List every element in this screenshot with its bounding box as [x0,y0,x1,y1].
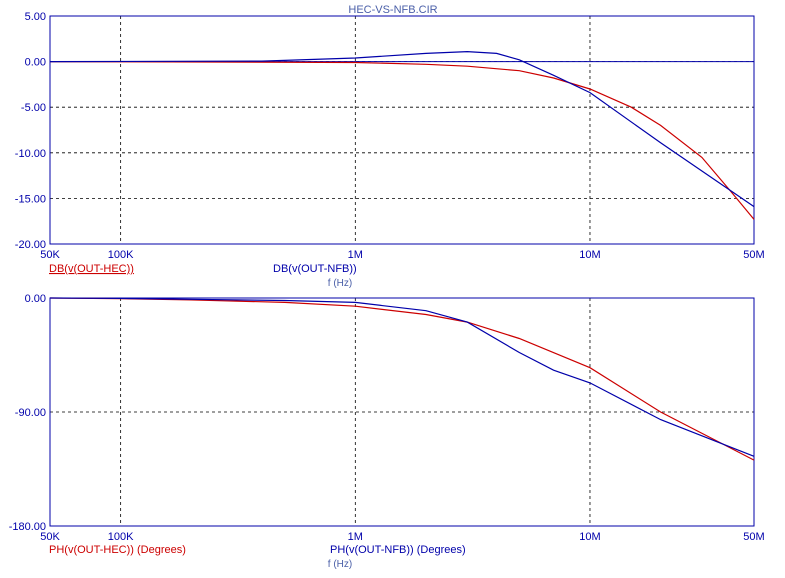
series-line-nfb [49,50,755,208]
y-tick-label: -20.00 [15,239,46,251]
x-axis-label: f (Hz) [328,278,352,289]
y-tick-label: -90.00 [15,407,46,419]
x-tick-label: 1M [348,531,363,543]
x-tick-label: 10M [579,249,600,261]
series-line-hec [49,61,755,220]
y-tick-label: -10.00 [15,148,46,160]
x-tick-label: 100K [108,249,134,261]
y-tick-label: -15.00 [15,193,46,205]
y-tick-label: -5.00 [21,102,46,114]
x-tick-label: 50K [40,249,60,261]
x-tick-label: 10M [579,531,600,543]
series-line-nfb [49,297,755,457]
plot-frame [49,297,755,527]
plot-frame [49,15,755,245]
legend-nfb: PH(v(OUT-NFB)) (Degrees) [330,544,466,556]
legend-nfb: DB(v(OUT-NFB)) [273,263,357,275]
x-tick-label: 100K [108,531,134,543]
x-tick-label: 50M [743,531,764,543]
legend-hec: DB(v(OUT-HEC)) [49,263,134,275]
y-tick-label: -180.00 [9,521,46,533]
y-tick-label: 0.00 [25,293,46,305]
x-tick-label: 50M [743,249,764,261]
x-axis-label: f (Hz) [328,559,352,570]
series-line-hec [49,297,755,461]
y-tick-label: 0.00 [25,57,46,69]
chart-title: HEC-VS-NFB.CIR [348,4,437,16]
legend-hec: PH(v(OUT-HEC)) (Degrees) [49,544,186,556]
x-tick-label: 50K [40,531,60,543]
y-tick-label: 5.00 [25,11,46,23]
x-tick-label: 1M [348,249,363,261]
